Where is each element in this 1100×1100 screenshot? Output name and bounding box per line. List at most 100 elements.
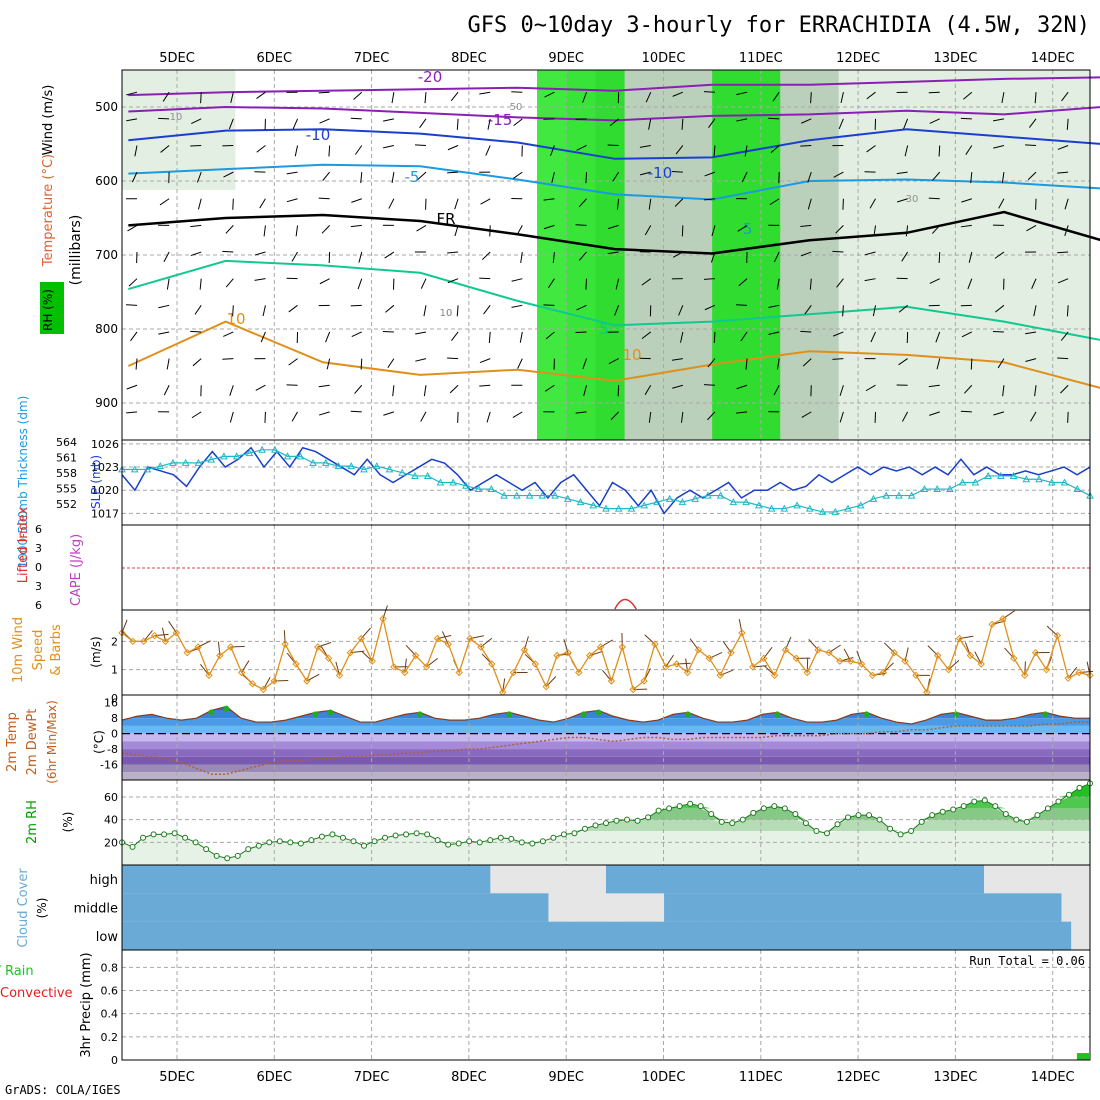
cloud-cell xyxy=(393,865,404,894)
cloud-cell xyxy=(286,921,297,950)
rh-marker xyxy=(1065,791,1072,798)
thickness-marker xyxy=(449,478,458,486)
isotherm-line xyxy=(128,163,1100,201)
temp-line xyxy=(121,705,1090,725)
wind-speed-marker xyxy=(248,680,257,688)
cloud-cell xyxy=(557,921,568,950)
axis-title: SLP (mb) xyxy=(89,455,103,509)
cloud-cell xyxy=(518,893,530,922)
wind-speed-marker xyxy=(140,637,148,646)
thickness-marker xyxy=(742,498,750,506)
cloud-cell xyxy=(247,893,259,922)
y-tick-label: 1023 xyxy=(91,461,119,474)
temp-band xyxy=(122,749,1090,757)
date-label: 7DEC xyxy=(354,1070,390,1085)
wind-barb xyxy=(928,384,940,388)
cloud-cell xyxy=(257,865,268,894)
y-tick-label: -8 xyxy=(107,743,118,756)
thickness-marker xyxy=(869,494,878,502)
cloud-cell xyxy=(770,921,781,950)
wind-barb xyxy=(804,305,812,315)
thickness-marker xyxy=(334,462,343,470)
rh-marker xyxy=(760,805,767,812)
wind-barb xyxy=(223,171,234,178)
cloud-cell xyxy=(731,921,743,950)
wind-barb xyxy=(838,118,844,130)
wind-speed-marker xyxy=(433,634,442,643)
thickness-marker xyxy=(627,504,636,512)
cloud-cell xyxy=(935,921,946,950)
wind-barb xyxy=(229,385,234,396)
wind-barb xyxy=(126,384,138,390)
cloud-cell xyxy=(1022,893,1033,922)
cloud-cell xyxy=(683,865,694,894)
thickness-marker xyxy=(971,478,980,486)
cloud-cell xyxy=(305,921,317,950)
cloud-cell xyxy=(770,893,781,922)
wind-barb xyxy=(196,171,202,183)
y-tick-label: 0 xyxy=(35,561,42,574)
wind-barb xyxy=(710,251,716,263)
wind-barb xyxy=(288,358,298,366)
cloud-cell xyxy=(267,893,278,922)
wind-barb xyxy=(449,384,459,394)
wind-barb xyxy=(965,145,973,155)
rh-marker xyxy=(182,834,189,841)
cloud-cell xyxy=(325,921,336,950)
cloud-cell xyxy=(393,893,404,922)
cloud-cell xyxy=(373,865,384,894)
cloud-cell xyxy=(296,921,307,950)
rh-marker xyxy=(203,846,210,853)
date-label: 12DEC xyxy=(836,51,880,66)
cloud-cell xyxy=(935,893,946,922)
rh-marker xyxy=(908,828,915,834)
wind-barb xyxy=(1057,251,1069,254)
cloud-cell xyxy=(189,921,200,950)
rh-marker xyxy=(550,834,557,841)
wind-speed-marker xyxy=(1053,631,1062,640)
rh-marker xyxy=(129,843,136,850)
wind-barb xyxy=(194,305,202,315)
cloud-cell xyxy=(431,921,442,950)
wind-barb xyxy=(130,331,138,342)
y-tick-label: 564 xyxy=(56,436,77,449)
cloud-cell xyxy=(199,921,210,950)
cloud-cell xyxy=(760,921,772,950)
cloud-cell xyxy=(538,921,549,950)
y-tick-label: 558 xyxy=(56,467,77,480)
thickness-marker xyxy=(716,491,725,499)
wind-barb xyxy=(675,145,684,155)
wind-speed-marker xyxy=(390,663,398,671)
date-label: 11DEC xyxy=(739,51,783,66)
wind-barb xyxy=(1027,171,1037,181)
temp-peak xyxy=(774,711,781,718)
thickness-marker xyxy=(156,462,165,470)
wind-barb xyxy=(318,384,330,388)
cloud-cell xyxy=(218,921,229,950)
date-label: 8DEC xyxy=(451,1070,487,1085)
wind-barb xyxy=(190,224,202,228)
cloud-cell xyxy=(973,893,985,922)
wind-speed-marker xyxy=(868,671,877,680)
cloud-cell xyxy=(422,893,433,922)
cloud-cell xyxy=(189,893,200,922)
wind-barb xyxy=(256,91,266,99)
cloud-cell xyxy=(867,865,878,894)
thickness-marker xyxy=(321,458,330,466)
wind-barb xyxy=(576,304,587,311)
rh-marker xyxy=(992,803,999,810)
rh-marker xyxy=(266,839,273,846)
cloud-cell xyxy=(315,865,326,894)
wind-speed-marker xyxy=(618,643,627,651)
thickness-marker xyxy=(411,471,419,479)
wind-speed-marker xyxy=(596,643,605,651)
cloud-cell xyxy=(606,921,617,950)
wind-barb xyxy=(520,251,523,263)
axis-title: (6hr Min/Max) xyxy=(45,700,59,784)
wind-speed-marker xyxy=(814,646,822,654)
wind-barb xyxy=(903,118,909,130)
wind-barb xyxy=(736,304,748,306)
cloud-cell xyxy=(1041,921,1052,950)
thickness-marker xyxy=(576,498,585,506)
wind-barb xyxy=(255,384,266,391)
